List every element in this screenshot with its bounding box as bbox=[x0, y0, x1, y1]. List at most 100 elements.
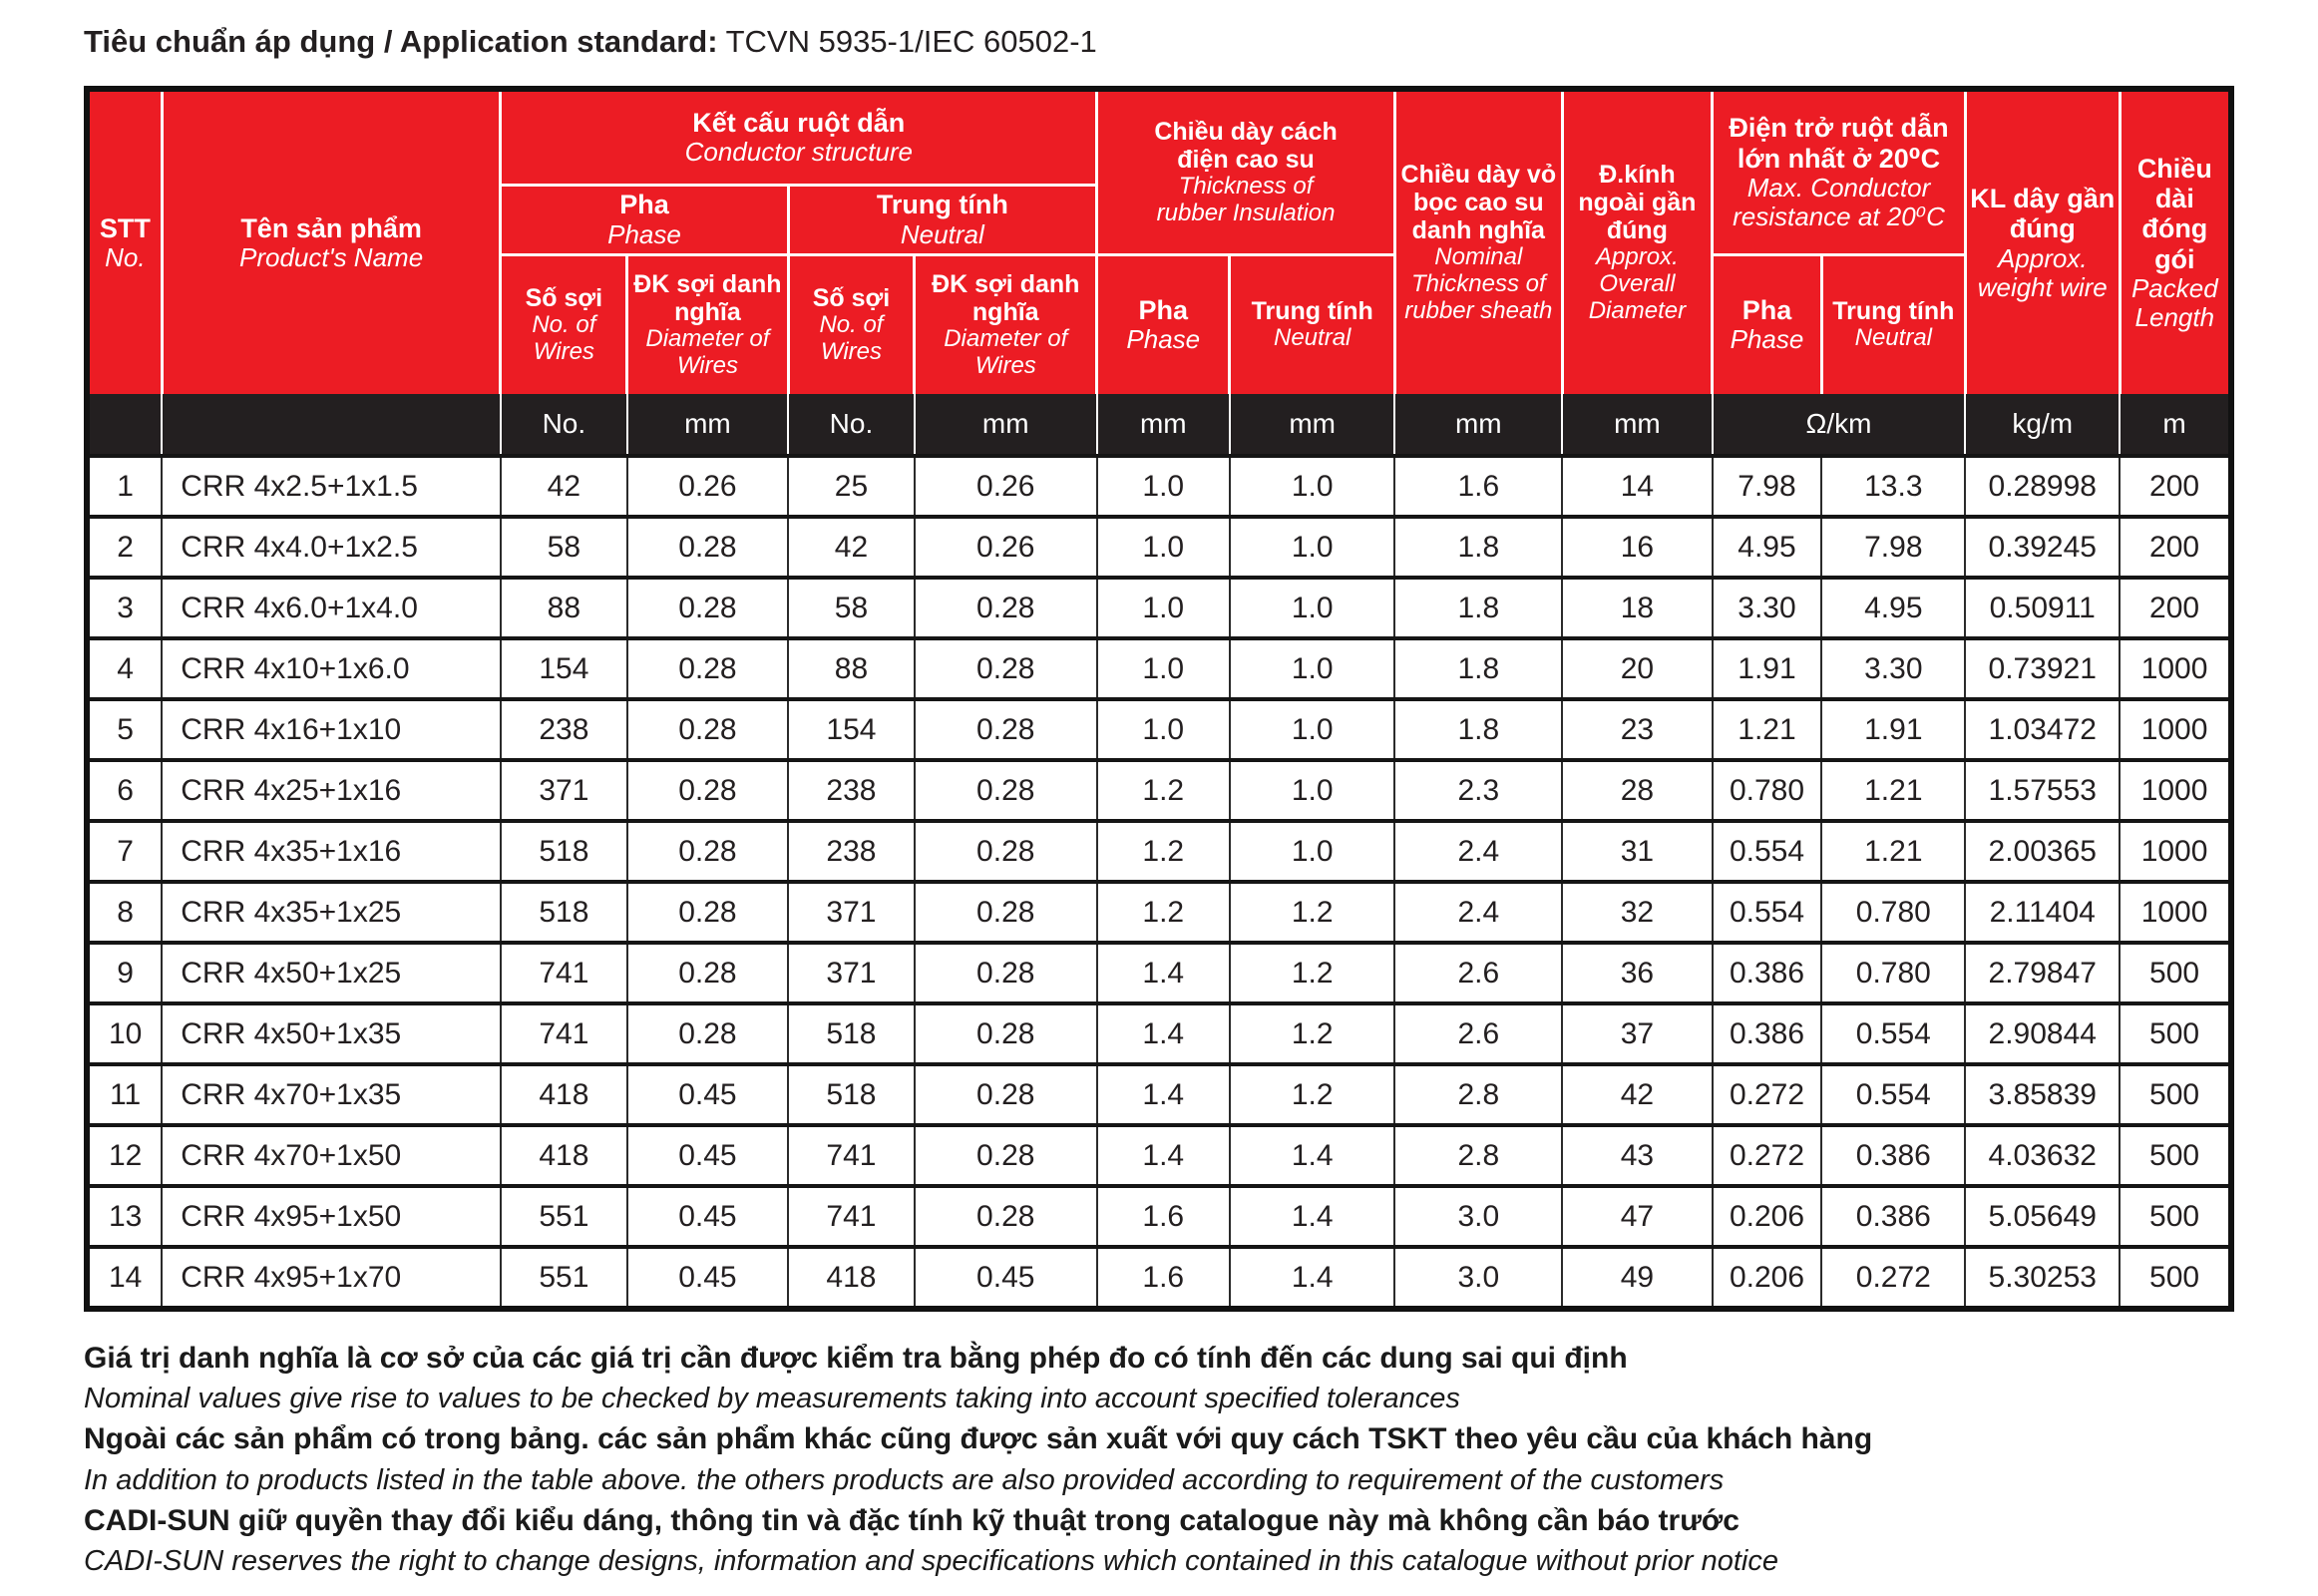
col-header-phase-en: Phase bbox=[607, 218, 681, 249]
cell-stt: 1 bbox=[85, 454, 164, 519]
cell-value: 2.8 bbox=[1393, 1062, 1564, 1127]
cell-value: 0.39245 bbox=[1964, 515, 2122, 580]
cell-value: 43 bbox=[1561, 1123, 1714, 1188]
cell-value: 371 bbox=[787, 941, 916, 1005]
cell-value: 42 bbox=[499, 454, 628, 519]
col-header-product-en: Product's Name bbox=[239, 242, 424, 273]
table-row: 8 CRR 4x35+1x25 518 0.28 371 0.28 1.2 1.2 2.4 32 0… bbox=[85, 880, 2232, 945]
cell-product-name: CRR 4x6.0+1x4.0 bbox=[161, 576, 502, 640]
cell-value: 1.6 bbox=[1393, 454, 1564, 519]
cell-value: 0.45 bbox=[913, 1245, 1098, 1311]
cell-value: 2.8 bbox=[1393, 1123, 1564, 1188]
unit-phase-wires: No. bbox=[499, 394, 628, 456]
cell-value: 3.30 bbox=[1820, 636, 1967, 701]
cell-value: 4.03632 bbox=[1964, 1123, 2122, 1188]
cell-stt: 10 bbox=[85, 1001, 164, 1066]
unit-overall-diameter: mm bbox=[1561, 394, 1714, 456]
cell-value: 1.0 bbox=[1228, 576, 1396, 640]
application-standard-value: TCVN 5935-1/IEC 60502-1 bbox=[725, 24, 1097, 59]
col-header-packed-length-vn: Chiều dài đóng gói bbox=[2136, 153, 2212, 274]
col-header-weight: KL dây gần đúng Approx. weight wire bbox=[1963, 89, 2122, 394]
cell-value: 1.0 bbox=[1228, 819, 1396, 884]
cell-value: 1.0 bbox=[1095, 697, 1231, 762]
cell-value: 741 bbox=[499, 1001, 628, 1066]
cell-value: 1.91 bbox=[1820, 697, 1967, 762]
cell-value: 1.4 bbox=[1095, 1062, 1231, 1127]
note-disclaimer-vn: CADI-SUN giữ quyền thay đổi kiểu dáng, t… bbox=[84, 1503, 1739, 1537]
cell-product-name: CRR 4x95+1x50 bbox=[161, 1184, 502, 1249]
cell-value: 371 bbox=[787, 880, 916, 945]
cell-stt: 11 bbox=[85, 1062, 164, 1127]
cell-value: 1.0 bbox=[1228, 454, 1396, 519]
col-header-packed-length-en: Packed Length bbox=[2130, 272, 2218, 332]
application-standard-title: Tiêu chuẩn áp dụng / Application standar… bbox=[84, 24, 2234, 60]
table-row: 5 CRR 4x16+1x10 238 0.28 154 0.28 1.0 1.0 1.8 23 1… bbox=[85, 697, 2232, 762]
cell-value: 1.4 bbox=[1095, 1123, 1231, 1188]
cell-value: 2.4 bbox=[1393, 819, 1564, 884]
cell-value: 0.386 bbox=[1820, 1123, 1967, 1188]
cell-value: 7.98 bbox=[1820, 515, 1967, 580]
cell-value: 0.28 bbox=[913, 576, 1098, 640]
cell-value: 0.45 bbox=[625, 1184, 790, 1249]
cell-value: 200 bbox=[2119, 454, 2232, 519]
cell-value: 18 bbox=[1561, 576, 1714, 640]
cell-value: 500 bbox=[2119, 1001, 2232, 1066]
col-header-resistance-phase: Pha Phase bbox=[1711, 252, 1823, 394]
cell-value: 5.30253 bbox=[1964, 1245, 2122, 1311]
cell-value: 154 bbox=[787, 697, 916, 762]
cell-value: 3.30 bbox=[1711, 576, 1823, 640]
cell-value: 500 bbox=[2119, 1184, 2232, 1249]
col-header-phase-diameter: ĐK sợi danh nghĩa Diameter of Wires bbox=[625, 252, 790, 394]
col-header-resistance-vn: Điện trở ruột dẫn lớn nhất ở 20⁰C bbox=[1729, 113, 1949, 174]
cell-value: 741 bbox=[499, 941, 628, 1005]
unit-neutral-diameter: mm bbox=[913, 394, 1098, 456]
col-header-sheath: Chiều dày vỏ bọc cao su danh nghĩa Nomin… bbox=[1392, 89, 1564, 394]
cell-value: 1000 bbox=[2119, 697, 2232, 762]
col-header-neutral-wires-vn: Số sợi bbox=[812, 283, 891, 312]
table-row: 10 CRR 4x50+1x35 741 0.28 518 0.28 1.4 1.2 2.6 37… bbox=[85, 1001, 2232, 1066]
col-header-overall-diameter-en: Approx. Overall Diameter bbox=[1588, 243, 1687, 324]
cell-value: 238 bbox=[787, 819, 916, 884]
cell-product-name: CRR 4x35+1x16 bbox=[161, 819, 502, 884]
col-header-resistance-neutral-vn: Trung tính bbox=[1832, 297, 1955, 326]
col-header-resistance-phase-vn: Pha bbox=[1741, 295, 1792, 326]
col-header-phase-wires-en: No. of Wires bbox=[532, 310, 596, 365]
cell-value: 0.554 bbox=[1711, 819, 1823, 884]
cell-value: 1.0 bbox=[1095, 636, 1231, 701]
cell-value: 0.28 bbox=[625, 1001, 790, 1066]
table-body: 1 CRR 4x2.5+1x1.5 42 0.26 25 0.26 1.0 1.0 1.6 14 7… bbox=[85, 454, 2232, 1311]
cell-value: 31 bbox=[1561, 819, 1714, 884]
cell-value: 2.11404 bbox=[1964, 880, 2122, 945]
col-header-weight-vn: KL dây gần đúng bbox=[1970, 184, 2116, 244]
cell-value: 32 bbox=[1561, 880, 1714, 945]
cell-value: 1.6 bbox=[1095, 1245, 1231, 1311]
cell-value: 200 bbox=[2119, 515, 2232, 580]
cell-value: 20 bbox=[1561, 636, 1714, 701]
cell-product-name: CRR 4x10+1x6.0 bbox=[161, 636, 502, 701]
cell-value: 238 bbox=[499, 697, 628, 762]
cell-value: 1.4 bbox=[1095, 1001, 1231, 1066]
table-row: 7 CRR 4x35+1x16 518 0.28 238 0.28 1.2 1.0 2.4 31 0… bbox=[85, 819, 2232, 884]
col-header-insulation-vn: Chiều dày cách điện cao su bbox=[1154, 117, 1338, 174]
cell-value: 36 bbox=[1561, 941, 1714, 1005]
col-header-neutral-group: Trung tính Neutral bbox=[786, 183, 1099, 254]
cell-value: 0.272 bbox=[1711, 1123, 1823, 1188]
col-header-conductor-vn: Kết cấu ruột dẫn bbox=[692, 108, 906, 139]
unit-resistance: Ω/km bbox=[1711, 394, 1967, 456]
col-header-resistance-en: Max. Conductor resistance at 20⁰C bbox=[1733, 172, 1945, 231]
cell-product-name: CRR 4x35+1x25 bbox=[161, 880, 502, 945]
cell-value: 0.26 bbox=[913, 515, 1098, 580]
cell-value: 551 bbox=[499, 1184, 628, 1249]
col-header-insulation-phase-vn: Pha bbox=[1138, 295, 1189, 326]
cell-value: 0.28 bbox=[913, 697, 1098, 762]
cell-stt: 13 bbox=[85, 1184, 164, 1249]
cell-value: 1.0 bbox=[1095, 576, 1231, 640]
note-disclaimer-en: CADI-SUN reserves the right to change de… bbox=[84, 1545, 1779, 1578]
cell-value: 1.2 bbox=[1228, 1001, 1396, 1066]
col-header-insulation-neutral-vn: Trung tính bbox=[1251, 297, 1373, 326]
col-header-insulation-neutral-en: Neutral bbox=[1274, 324, 1352, 352]
col-header-sheath-en: Nominal Thickness of rubber sheath bbox=[1404, 243, 1553, 324]
cell-value: 518 bbox=[787, 1062, 916, 1127]
cell-stt: 7 bbox=[85, 819, 164, 884]
cell-value: 0.206 bbox=[1711, 1184, 1823, 1249]
